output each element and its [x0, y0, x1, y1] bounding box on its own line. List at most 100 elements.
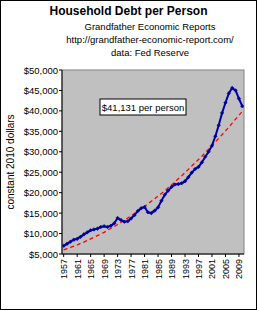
data-point — [183, 179, 187, 183]
y-tick-label: $30,000 — [24, 146, 58, 157]
y-tick-label: $5,000 — [29, 249, 58, 260]
y-tick-label: $40,000 — [24, 105, 58, 116]
data-point — [79, 235, 83, 239]
data-point — [99, 225, 103, 229]
data-point — [203, 155, 207, 159]
y-tick — [59, 213, 62, 214]
data-point — [129, 217, 133, 221]
data-point — [136, 209, 140, 213]
y-tick — [59, 192, 62, 193]
y-tick — [59, 172, 62, 173]
data-point — [112, 222, 116, 226]
data-point — [220, 111, 224, 115]
x-tick-label: 2009 — [234, 259, 244, 279]
x-tick-label: 1993 — [181, 259, 191, 279]
x-axis — [62, 254, 244, 255]
x-tick-label: 1961 — [73, 259, 83, 279]
data-point — [227, 92, 231, 96]
data-point — [224, 101, 228, 105]
data-point — [234, 89, 238, 93]
y-tick — [59, 70, 62, 71]
data-point — [96, 227, 100, 231]
subtitle: data: Fed Reserve — [111, 47, 189, 58]
data-point — [193, 167, 197, 171]
subtitle: http://grandfather-economic-report.com/ — [66, 34, 234, 45]
data-point — [69, 240, 73, 244]
x-tick-label: 1981 — [140, 259, 150, 279]
trend-line — [64, 111, 243, 250]
y-tick — [59, 110, 62, 111]
data-point — [72, 238, 76, 242]
data-point — [210, 144, 214, 148]
data-point — [75, 237, 79, 241]
data-point — [241, 104, 244, 108]
x-tick-label: 1997 — [194, 259, 204, 279]
y-tick-label: $50,000 — [24, 65, 58, 76]
data-point — [123, 220, 127, 224]
data-point — [214, 134, 218, 138]
y-tick-label: $15,000 — [24, 208, 58, 219]
y-tick — [59, 254, 62, 255]
x-tick — [211, 254, 212, 257]
annotation: $41,131 per person — [102, 102, 184, 113]
y-tick-label: $25,000 — [24, 167, 58, 178]
data-point — [153, 209, 157, 213]
chart-border — [1, 1, 257, 310]
x-tick — [238, 254, 239, 257]
data-point — [92, 228, 96, 232]
y-tick-label: $45,000 — [24, 85, 58, 96]
y-tick-label: $20,000 — [24, 187, 58, 198]
data-point — [126, 219, 130, 223]
data-point — [166, 189, 170, 193]
x-tick-label: 2001 — [207, 259, 217, 279]
data-point — [62, 244, 65, 248]
x-tick — [144, 254, 145, 257]
data-point — [143, 205, 147, 209]
x-tick-label: 1977 — [127, 259, 137, 279]
data-point — [89, 228, 93, 232]
data-point — [180, 181, 184, 185]
x-tick-label: 1973 — [113, 259, 123, 279]
data-point — [146, 210, 150, 214]
data-point — [82, 233, 86, 237]
data-point — [217, 123, 221, 127]
y-tick — [59, 131, 62, 132]
data-point — [170, 185, 174, 189]
data-point — [173, 183, 177, 187]
y-tick — [59, 151, 62, 152]
data-point — [207, 150, 211, 154]
x-tick-label: 1969 — [100, 259, 110, 279]
x-tick-label: 1965 — [86, 259, 96, 279]
x-tick — [104, 254, 105, 257]
x-tick — [225, 254, 226, 257]
plot-area — [62, 70, 244, 254]
data-point — [160, 199, 164, 203]
data-point — [176, 182, 180, 186]
data-point — [65, 242, 69, 246]
y-axis-label: constant 2010 dollars — [5, 114, 16, 209]
data-point — [237, 97, 241, 101]
data-point — [200, 161, 204, 165]
y-tick-label: $35,000 — [24, 126, 58, 137]
data-point — [197, 165, 201, 169]
x-tick — [117, 254, 118, 257]
data-point — [163, 193, 167, 197]
data-point — [109, 224, 113, 228]
x-tick-label: 2005 — [221, 259, 231, 279]
x-tick — [198, 254, 199, 257]
x-tick — [131, 254, 132, 257]
data-line — [64, 88, 243, 246]
data-point — [230, 86, 234, 90]
subtitle: Grandfather Economic Reports — [85, 21, 216, 32]
data-point — [119, 218, 123, 222]
x-tick-label: 1985 — [154, 259, 164, 279]
data-point — [156, 206, 160, 210]
data-point — [116, 216, 120, 220]
y-axis — [62, 70, 63, 254]
data-point — [85, 231, 89, 235]
x-tick — [90, 254, 91, 257]
x-tick — [185, 254, 186, 257]
plot-marks — [62, 86, 244, 250]
x-tick — [77, 254, 78, 257]
title: Household Debt per Person — [49, 4, 207, 18]
